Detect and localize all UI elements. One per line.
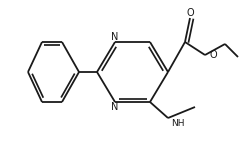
Text: O: O (209, 50, 217, 60)
Text: O: O (186, 8, 194, 18)
Text: NH: NH (171, 120, 185, 128)
Text: N: N (111, 32, 119, 42)
Text: N: N (111, 102, 119, 112)
